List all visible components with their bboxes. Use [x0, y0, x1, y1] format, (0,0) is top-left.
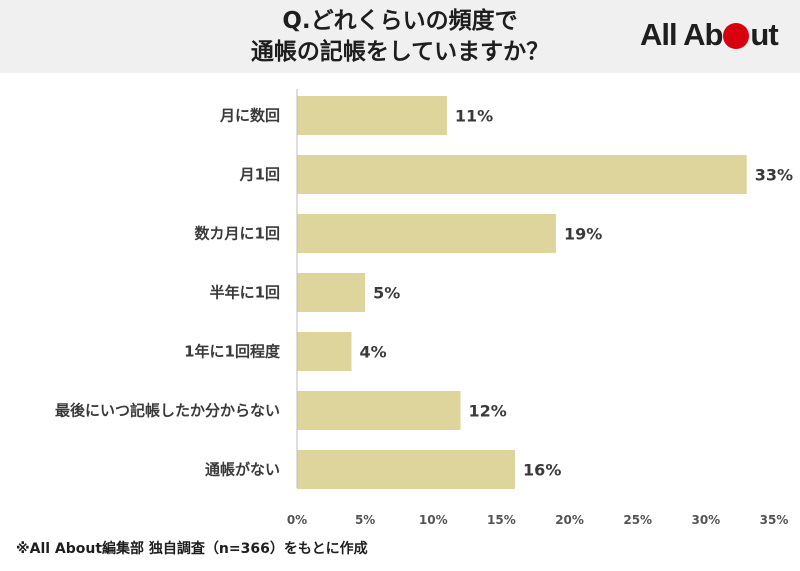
category-label-6: 通帳がない — [205, 461, 280, 479]
category-label-0: 月に数回 — [219, 107, 280, 125]
bar-2 — [297, 214, 556, 253]
title-line-1: Q.どれくらいの頻度で — [282, 8, 518, 34]
bar-6 — [297, 450, 516, 489]
value-label-2: 19% — [564, 225, 602, 244]
bar-0 — [297, 96, 447, 135]
category-label-3: 半年に1回 — [210, 284, 280, 302]
value-label-5: 12% — [469, 402, 507, 421]
x-tick-label-0: 0% — [287, 513, 307, 527]
x-tick-label-1: 5% — [355, 513, 375, 527]
category-label-4: 1年に1回程度 — [184, 343, 281, 361]
bar-1 — [297, 155, 747, 194]
value-label-3: 5% — [373, 284, 400, 303]
value-label-1: 33% — [755, 166, 793, 185]
logo-text-left: All Ab — [640, 17, 723, 52]
x-tick-label-4: 20% — [555, 513, 584, 527]
bar-4 — [297, 332, 352, 371]
category-label-2: 数カ月に1回 — [195, 225, 280, 243]
x-tick-label-2: 10% — [419, 513, 448, 527]
bar-chart: 月に数回 11% 月1回 33% 数カ月に1回 19% 半年に1回 5% 1年に1回程度 4% 最後… — [55, 89, 793, 527]
header-band — [0, 0, 800, 73]
logo-text-right: ut — [750, 17, 778, 52]
bar-5 — [297, 391, 461, 430]
x-tick-label-7: 35% — [760, 513, 789, 527]
value-label-0: 11% — [455, 107, 493, 126]
x-tick-label-3: 15% — [487, 513, 516, 527]
value-label-6: 16% — [523, 461, 561, 480]
bar-3 — [297, 273, 366, 312]
category-label-5: 最後にいつ記帳したか分からない — [55, 402, 280, 420]
x-tick-label-5: 25% — [623, 513, 652, 527]
category-label-1: 月1回 — [239, 166, 280, 184]
allabout-logo: All Ab ut — [640, 17, 779, 52]
footnote: ※All About編集部 独自調査（n=366）をもとに作成 — [16, 541, 368, 557]
chart-title: Q.どれくらいの頻度で 通帳の記帳をしていますか？ — [0, 6, 800, 68]
title-line-2: 通帳の記帳をしていますか？ — [250, 39, 550, 65]
value-label-4: 4% — [360, 343, 387, 362]
x-tick-label-6: 30% — [691, 513, 720, 527]
logo-dot-icon — [723, 23, 750, 49]
